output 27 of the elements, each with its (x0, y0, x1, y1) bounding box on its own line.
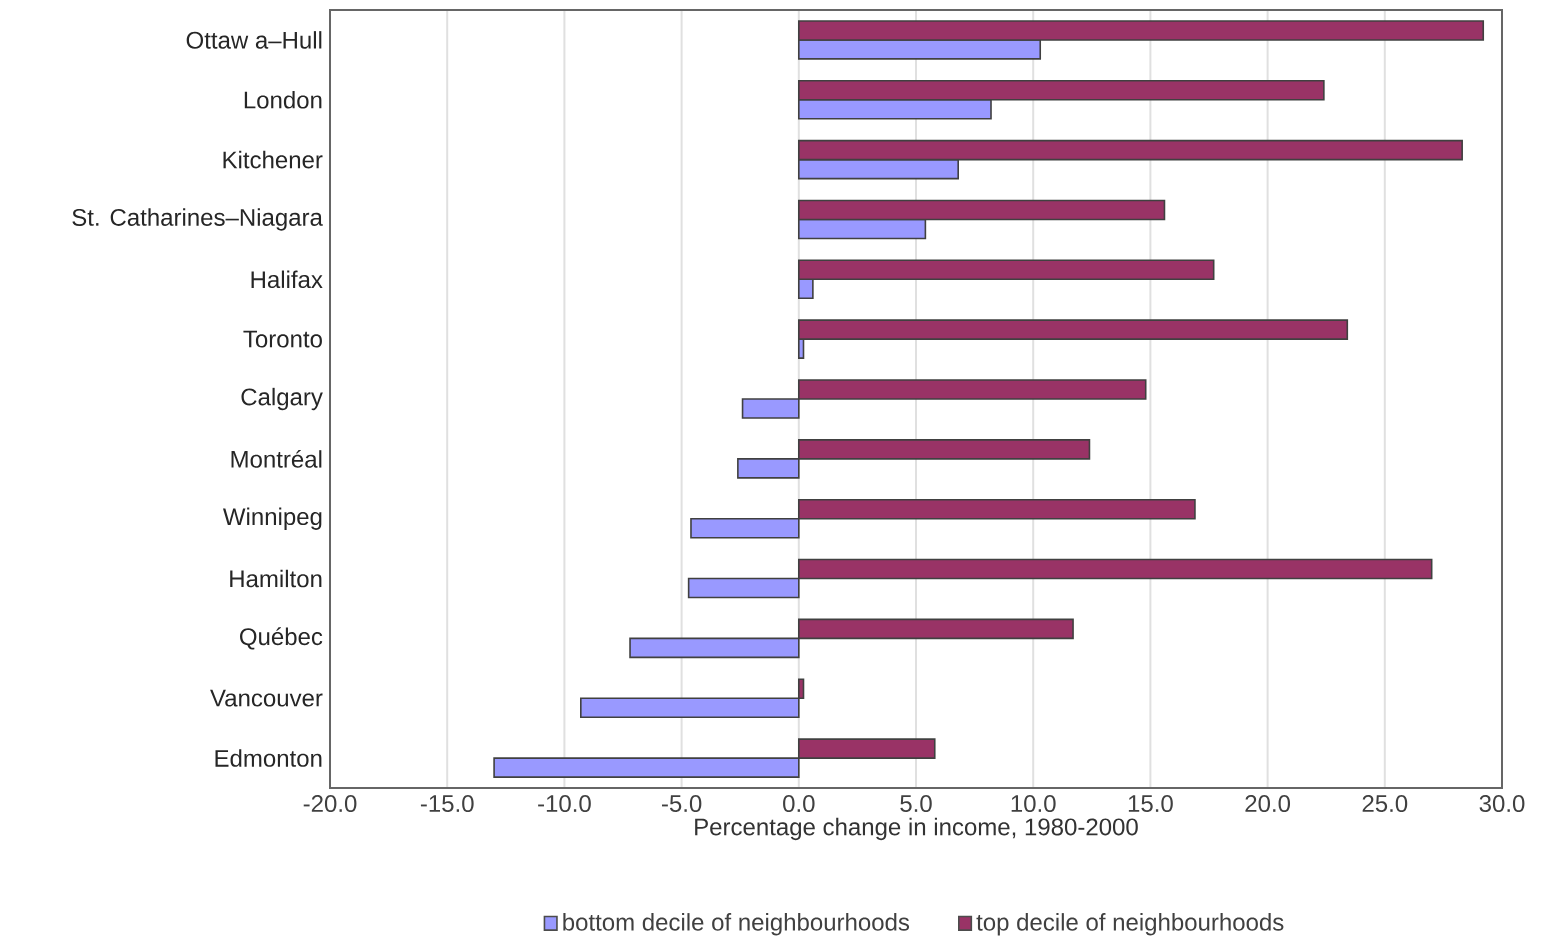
x-tick-label: -15.0 (420, 795, 474, 813)
y-tick-label: Edmonton (215, 749, 322, 767)
y-tick-label: Montréal (231, 449, 322, 468)
y-tick-label: St. Catharines–Niagara (72, 208, 323, 231)
y-tick-label: Toronto (243, 330, 322, 348)
x-tick-label: 25.0 (1362, 795, 1408, 813)
x-axis-title: Percentage change in income, 1980-2000 (695, 817, 1138, 841)
x-tick-label: 0.0 (783, 795, 815, 813)
x-tick-label: 15.0 (1128, 795, 1173, 813)
x-tick-label: -10.0 (538, 795, 591, 813)
y-tick-label: Calgary (241, 387, 323, 411)
x-tick-label: -20.0 (303, 795, 357, 813)
x-tick-label: 30.0 (1479, 795, 1525, 813)
x-tick-label: 20.0 (1245, 795, 1291, 813)
x-tick-label: -5.0 (662, 795, 702, 813)
x-tick-label: 10.0 (1011, 795, 1056, 813)
y-tick-label: Vancouver (210, 689, 323, 707)
y-tick-label: Ottaw a–Hull (186, 31, 322, 49)
y-tick-label: Winnipeg (222, 507, 322, 530)
y-tick-label: Hamilton (230, 569, 322, 588)
x-tick-label: 5.0 (900, 795, 932, 813)
y-tick-label: Québec (240, 627, 323, 650)
legend-label: top decile of neighbourhoods (976, 913, 1284, 936)
legend-label: bottom decile of neighbourhoods (563, 913, 910, 936)
y-tick-label: Kitchener (223, 150, 323, 169)
y-tick-label: Halifax (251, 270, 323, 289)
y-tick-label: London (244, 90, 322, 109)
